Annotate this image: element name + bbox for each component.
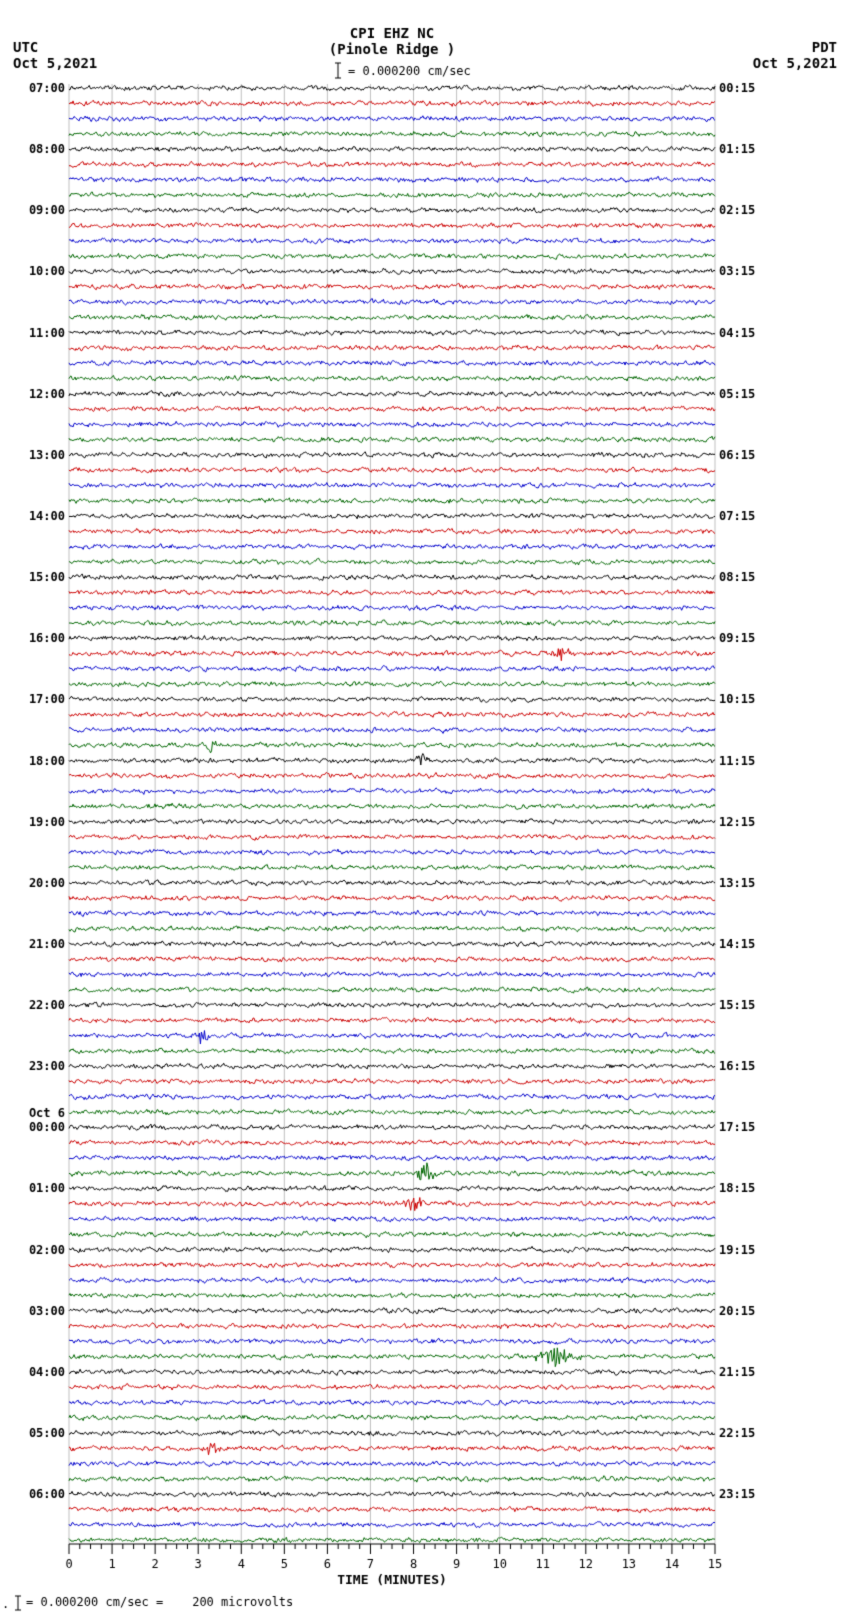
seismogram-plot [0, 0, 850, 1613]
